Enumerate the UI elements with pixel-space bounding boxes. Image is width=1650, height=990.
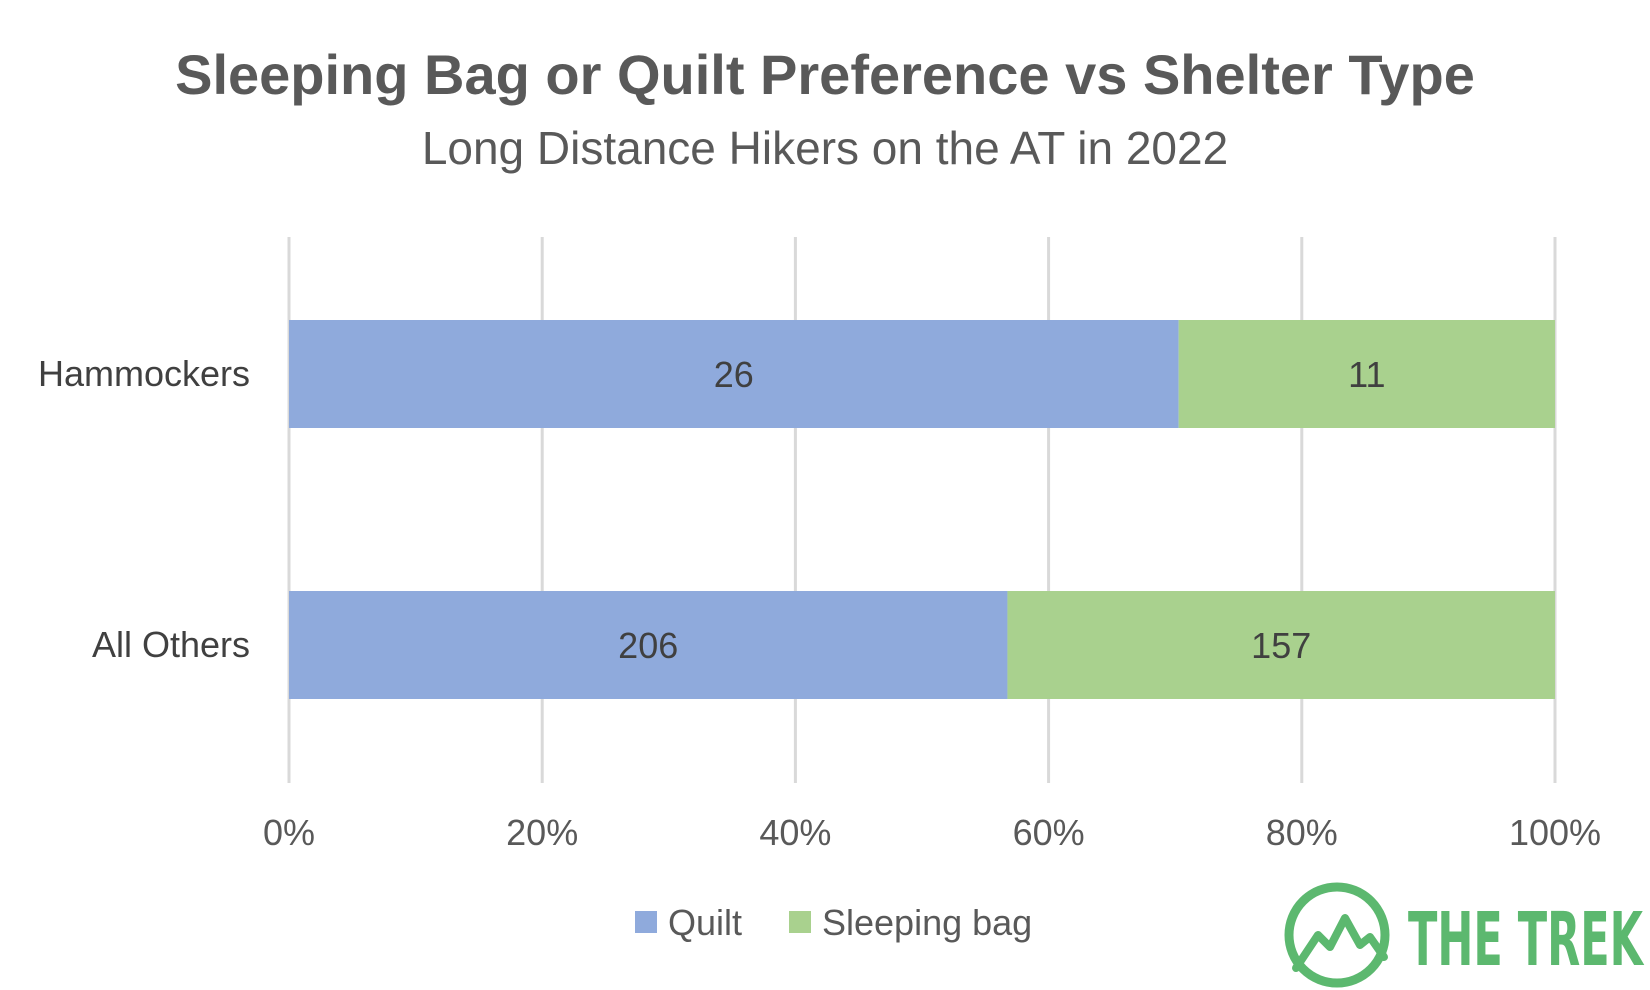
data-label: 157 [1251,625,1311,666]
data-label: 26 [714,354,754,395]
data-label: 206 [618,625,678,666]
category-label: All Others [92,624,250,665]
x-tick-label: 60% [1013,812,1085,853]
bar-segment [1178,320,1555,428]
y-axis-labels: Hammockers All Others [38,353,250,665]
legend-swatch [789,911,811,933]
bar-segment [1007,591,1555,699]
x-tick-label: 100% [1509,812,1601,853]
logo-text: THE TREK [1408,897,1645,983]
legend-label: Sleeping bag [822,902,1032,943]
plot-area: 26 11 206 157 [289,320,1555,699]
category-label: Hammockers [38,353,250,394]
legend: Quilt Sleeping bag [635,902,1032,943]
legend-item: Quilt [635,902,742,943]
data-label: 11 [1348,354,1385,395]
legend-item: Sleeping bag [789,902,1032,943]
x-tick-label: 0% [263,812,315,853]
x-tick-label: 20% [506,812,578,853]
the-trek-logo: THE TREK [1284,882,1645,988]
x-axis-labels: 0% 20% 40% 60% 80% 100% [263,812,1601,853]
gridlines [287,237,1557,783]
chart-title: Sleeping Bag or Quilt Preference vs Shel… [175,43,1475,106]
chart-subtitle: Long Distance Hikers on the AT in 2022 [422,122,1228,174]
bar-segment [289,591,1008,699]
bar-segment [289,320,1179,428]
legend-label: Quilt [668,902,742,943]
x-tick-label: 40% [759,812,831,853]
x-tick-label: 80% [1266,812,1338,853]
legend-swatch [635,911,657,933]
mountain-circle-icon [1284,882,1390,988]
